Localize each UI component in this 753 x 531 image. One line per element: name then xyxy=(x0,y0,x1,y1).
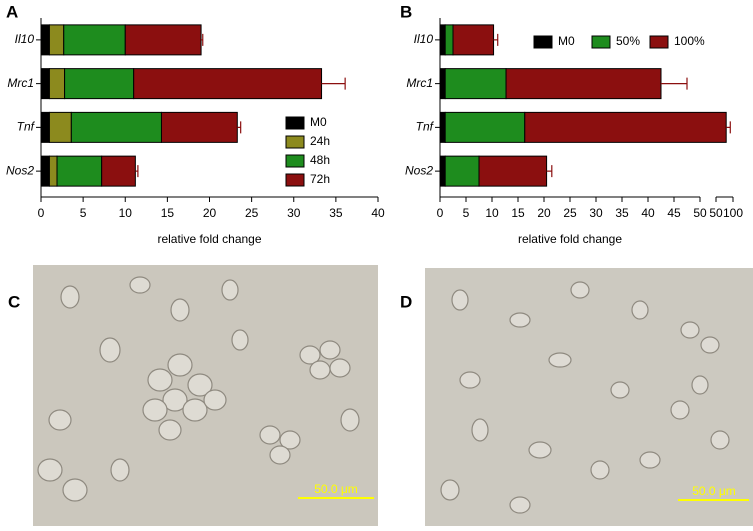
panel-label: D xyxy=(400,292,412,311)
x-axis-label: relative fold change xyxy=(157,232,261,246)
bar-segment xyxy=(444,68,507,100)
error-bar xyxy=(321,77,346,90)
error-bar xyxy=(546,165,553,178)
x-tick-label: 45 xyxy=(667,206,681,220)
legend-label: 50% xyxy=(616,34,640,48)
panel-label: C xyxy=(8,292,20,311)
bar-segment xyxy=(40,24,50,56)
bar-segment xyxy=(48,68,66,100)
x-tick-label: 10 xyxy=(119,206,133,220)
x-tick-label: 25 xyxy=(245,206,259,220)
bar-segment xyxy=(40,155,50,187)
legend-label: 72h xyxy=(310,172,330,186)
x-tick-label: 0 xyxy=(437,206,444,220)
micrograph: 50.0 μm xyxy=(33,265,378,526)
bar-segment xyxy=(101,155,136,187)
x-tick-label: 5 xyxy=(463,206,470,220)
x-tick-label: 20 xyxy=(203,206,217,220)
error-bar xyxy=(661,77,688,90)
bar-segment xyxy=(48,155,58,187)
legend-swatch xyxy=(649,35,669,49)
error-bar xyxy=(726,121,731,134)
x-tick-label: 10 xyxy=(485,206,499,220)
x-tick-label: 30 xyxy=(287,206,301,220)
x-tick-label: 40 xyxy=(641,206,655,220)
bar-segment xyxy=(524,111,727,143)
bar-segment xyxy=(452,24,495,56)
legend-label: M0 xyxy=(558,34,575,48)
legend-swatch xyxy=(591,35,611,49)
x-tick-label: 50 xyxy=(709,206,723,220)
y-tick-label: Mrc1 xyxy=(7,76,34,90)
bar-segment xyxy=(444,155,480,187)
x-tick-label: 40 xyxy=(371,206,385,220)
legend-label: 48h xyxy=(310,153,330,167)
x-axis-label: relative fold change xyxy=(518,232,622,246)
legend-label: 100% xyxy=(674,34,705,48)
x-tick-label: 50 xyxy=(693,206,707,220)
x-tick-label: 35 xyxy=(329,206,343,220)
error-bar xyxy=(237,121,242,134)
legend-swatch xyxy=(285,154,305,168)
x-tick-label: 100 xyxy=(723,206,743,220)
x-tick-label: 0 xyxy=(38,206,45,220)
bar-segment xyxy=(439,155,446,187)
y-tick-label: Il10 xyxy=(414,32,434,46)
legend-label: M0 xyxy=(310,115,327,129)
y-tick-label: Nos2 xyxy=(405,163,433,177)
x-tick-label: 30 xyxy=(589,206,603,220)
micrograph: 50.0 μm xyxy=(425,268,753,526)
y-tick-label: Nos2 xyxy=(6,163,34,177)
bar-segment xyxy=(70,111,162,143)
scale-bar-label: 50.0 μm xyxy=(692,484,736,498)
bar-segment xyxy=(64,68,135,100)
bar-segment xyxy=(48,111,72,143)
y-tick-label: Tnf xyxy=(17,120,36,134)
legend-swatch xyxy=(285,135,305,149)
bar-segment xyxy=(444,111,526,143)
scale-bar-label: 50.0 μm xyxy=(314,482,358,496)
x-tick-label: 15 xyxy=(161,206,175,220)
x-tick-label: 35 xyxy=(615,206,629,220)
panel-label: A xyxy=(6,2,18,21)
bar-segment xyxy=(160,111,238,143)
error-bar xyxy=(201,33,204,46)
bar-segment xyxy=(505,68,662,100)
x-tick-label: 20 xyxy=(537,206,551,220)
bar-segment xyxy=(439,24,446,56)
bar-segment xyxy=(133,68,323,100)
panel-label: B xyxy=(400,2,412,21)
x-tick-label: 5 xyxy=(80,206,87,220)
bar-segment xyxy=(439,111,446,143)
bar-segment xyxy=(48,24,65,56)
y-tick-label: Mrc1 xyxy=(406,76,433,90)
bar-segment xyxy=(56,155,103,187)
bar-segment xyxy=(478,155,548,187)
bar-segment xyxy=(40,68,50,100)
bar-segment xyxy=(124,24,202,56)
x-tick-label: 25 xyxy=(563,206,577,220)
legend-swatch xyxy=(285,173,305,187)
y-tick-label: Tnf xyxy=(416,120,435,134)
legend-label: 24h xyxy=(310,134,330,148)
bar-segment xyxy=(444,24,454,56)
bar-segment xyxy=(63,24,126,56)
bar-segment xyxy=(439,68,446,100)
legend-swatch xyxy=(285,116,305,130)
error-bar xyxy=(135,165,139,178)
x-tick-label: 15 xyxy=(511,206,525,220)
legend-swatch xyxy=(533,35,553,49)
bar-segment xyxy=(40,111,50,143)
error-bar xyxy=(493,33,499,46)
y-tick-label: Il10 xyxy=(15,32,35,46)
